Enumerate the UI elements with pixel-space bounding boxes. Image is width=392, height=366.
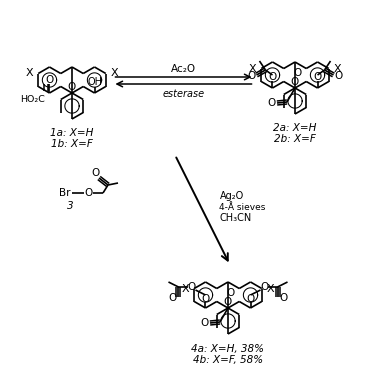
Text: O: O: [279, 293, 288, 303]
Text: X: X: [249, 63, 256, 74]
Text: O: O: [313, 72, 322, 82]
Text: O: O: [334, 71, 343, 81]
Text: O: O: [247, 294, 255, 303]
Text: esterase: esterase: [162, 89, 205, 99]
Text: O: O: [85, 188, 93, 198]
Text: O: O: [247, 71, 256, 81]
Text: O: O: [92, 168, 100, 178]
Text: 4a: X=H, 38%: 4a: X=H, 38%: [192, 344, 265, 354]
Text: OH: OH: [87, 77, 102, 87]
Text: HO₂C: HO₂C: [20, 95, 45, 104]
Text: O: O: [45, 75, 54, 85]
Text: O: O: [269, 72, 277, 82]
Text: 4b: X=F, 58%: 4b: X=F, 58%: [193, 355, 263, 365]
Text: O: O: [68, 82, 76, 92]
Text: X: X: [267, 284, 274, 294]
Text: X: X: [111, 68, 119, 78]
Text: X: X: [25, 68, 33, 78]
Text: O: O: [187, 282, 196, 292]
Text: 3: 3: [67, 201, 73, 211]
Text: 2a: X=H: 2a: X=H: [273, 123, 317, 133]
Text: 4-Å sieves: 4-Å sieves: [220, 202, 266, 212]
Text: Ag₂O: Ag₂O: [220, 191, 244, 201]
Text: X: X: [181, 284, 189, 294]
Text: 1b: X=F: 1b: X=F: [51, 139, 93, 149]
Text: Br: Br: [59, 188, 71, 198]
Text: CH₃CN: CH₃CN: [220, 213, 252, 223]
Text: O: O: [201, 318, 209, 328]
Text: O: O: [260, 282, 269, 292]
Text: O: O: [168, 293, 177, 303]
Text: 2b: X=F: 2b: X=F: [274, 134, 316, 144]
Text: O: O: [201, 294, 210, 303]
Text: O: O: [224, 297, 232, 307]
Text: O: O: [268, 98, 276, 108]
Text: O: O: [294, 68, 302, 78]
Text: O: O: [227, 288, 235, 298]
Text: 1a: X=H: 1a: X=H: [50, 128, 94, 138]
Text: O: O: [291, 77, 299, 87]
Text: X: X: [334, 63, 341, 74]
Text: Ac₂O: Ac₂O: [171, 64, 196, 74]
